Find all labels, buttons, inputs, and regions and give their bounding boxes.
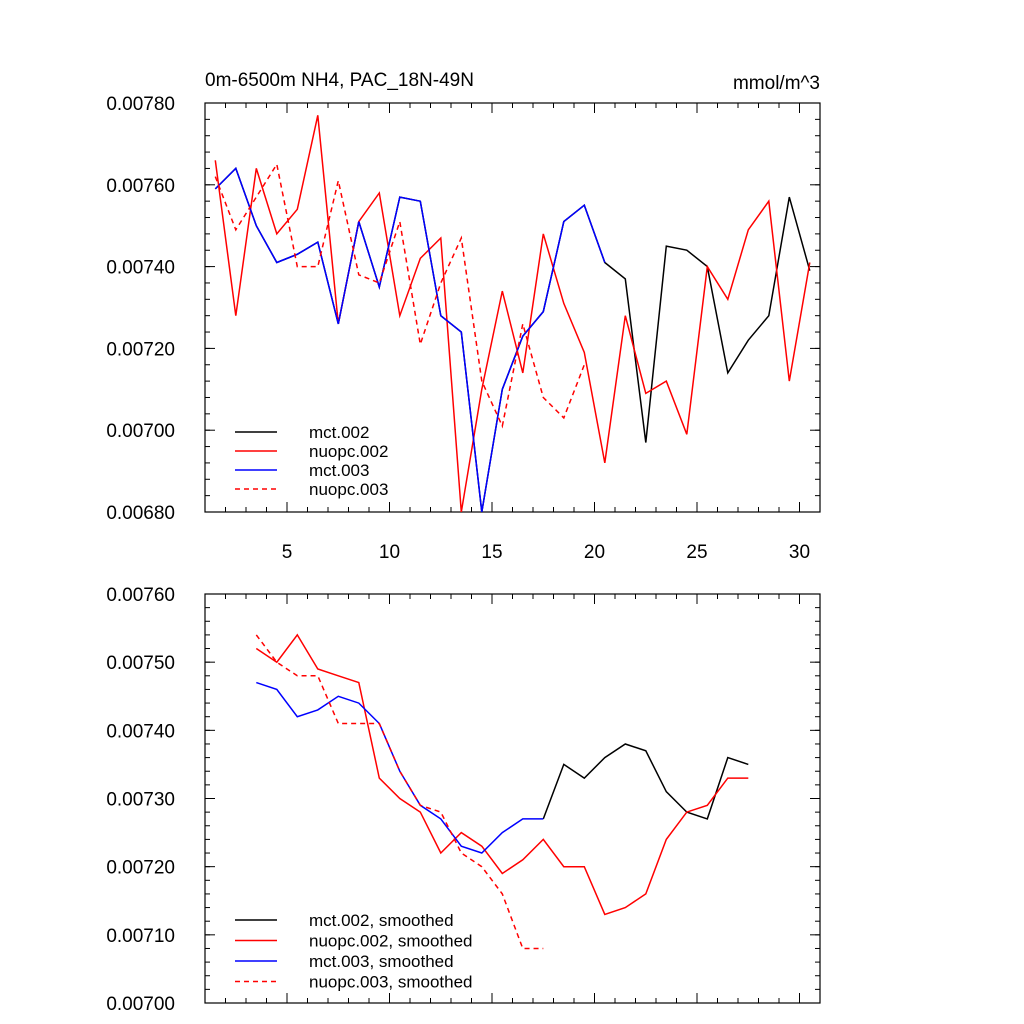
series-line xyxy=(255,633,749,916)
series-line xyxy=(542,743,749,820)
y-tick-label: 0.00730 xyxy=(106,790,175,811)
legend-label: nuopc.003, smoothed xyxy=(309,973,473,992)
y-tick-label: 0.00720 xyxy=(106,339,175,360)
y-tick-label: 0.00760 xyxy=(106,176,175,197)
plot-frame xyxy=(204,102,821,513)
units-label: mmol/m^3 xyxy=(733,73,820,94)
series-line xyxy=(256,681,544,854)
y-tick-label: 0.00710 xyxy=(106,926,175,947)
y-tick-label: 0.00680 xyxy=(106,503,175,524)
bottom-panel: 0.00700 0.00710 0.00720 0.00730 0.00740 0.007… xyxy=(106,585,821,1015)
x-tick-label: 10 xyxy=(379,542,400,563)
legend-label: mct.003 xyxy=(309,461,369,480)
legend-label: mct.003, smoothed xyxy=(309,952,454,971)
series-line xyxy=(214,167,811,512)
legend-label: nuopc.002 xyxy=(309,442,388,461)
y-tick-label: 0.00740 xyxy=(106,258,175,279)
y-tick-label: 0.00720 xyxy=(106,858,175,879)
legend-label: nuopc.003 xyxy=(309,480,388,499)
series-line xyxy=(214,162,585,429)
legend-label: nuopc.002, smoothed xyxy=(309,932,473,951)
top-panel: 0.00680 0.00700 0.00720 0.00740 0.00760 0.007… xyxy=(106,70,821,563)
y-tick-label: 0.00750 xyxy=(106,653,175,674)
chart-title: 0m-6500m NH4, PAC_18N-49N xyxy=(205,70,474,91)
series-line xyxy=(214,167,606,512)
y-tick-label: 0.00700 xyxy=(106,421,175,442)
x-tick-label: 15 xyxy=(481,542,502,563)
series-line xyxy=(214,115,811,512)
series-line xyxy=(255,634,544,950)
y-tick-label: 0.00760 xyxy=(106,585,175,606)
legend-label: mct.002, smoothed xyxy=(309,911,454,930)
x-tick-label: 20 xyxy=(584,542,605,563)
y-tick-label: 0.00700 xyxy=(106,994,175,1015)
y-tick-label: 0.00740 xyxy=(106,721,175,742)
plot-frame xyxy=(204,593,821,1004)
x-tick-label: 5 xyxy=(282,542,293,563)
x-tick-label: 25 xyxy=(686,542,707,563)
x-tick-label: 30 xyxy=(789,542,810,563)
legend-label: mct.002 xyxy=(309,423,369,442)
y-tick-label: 0.00780 xyxy=(106,94,175,115)
